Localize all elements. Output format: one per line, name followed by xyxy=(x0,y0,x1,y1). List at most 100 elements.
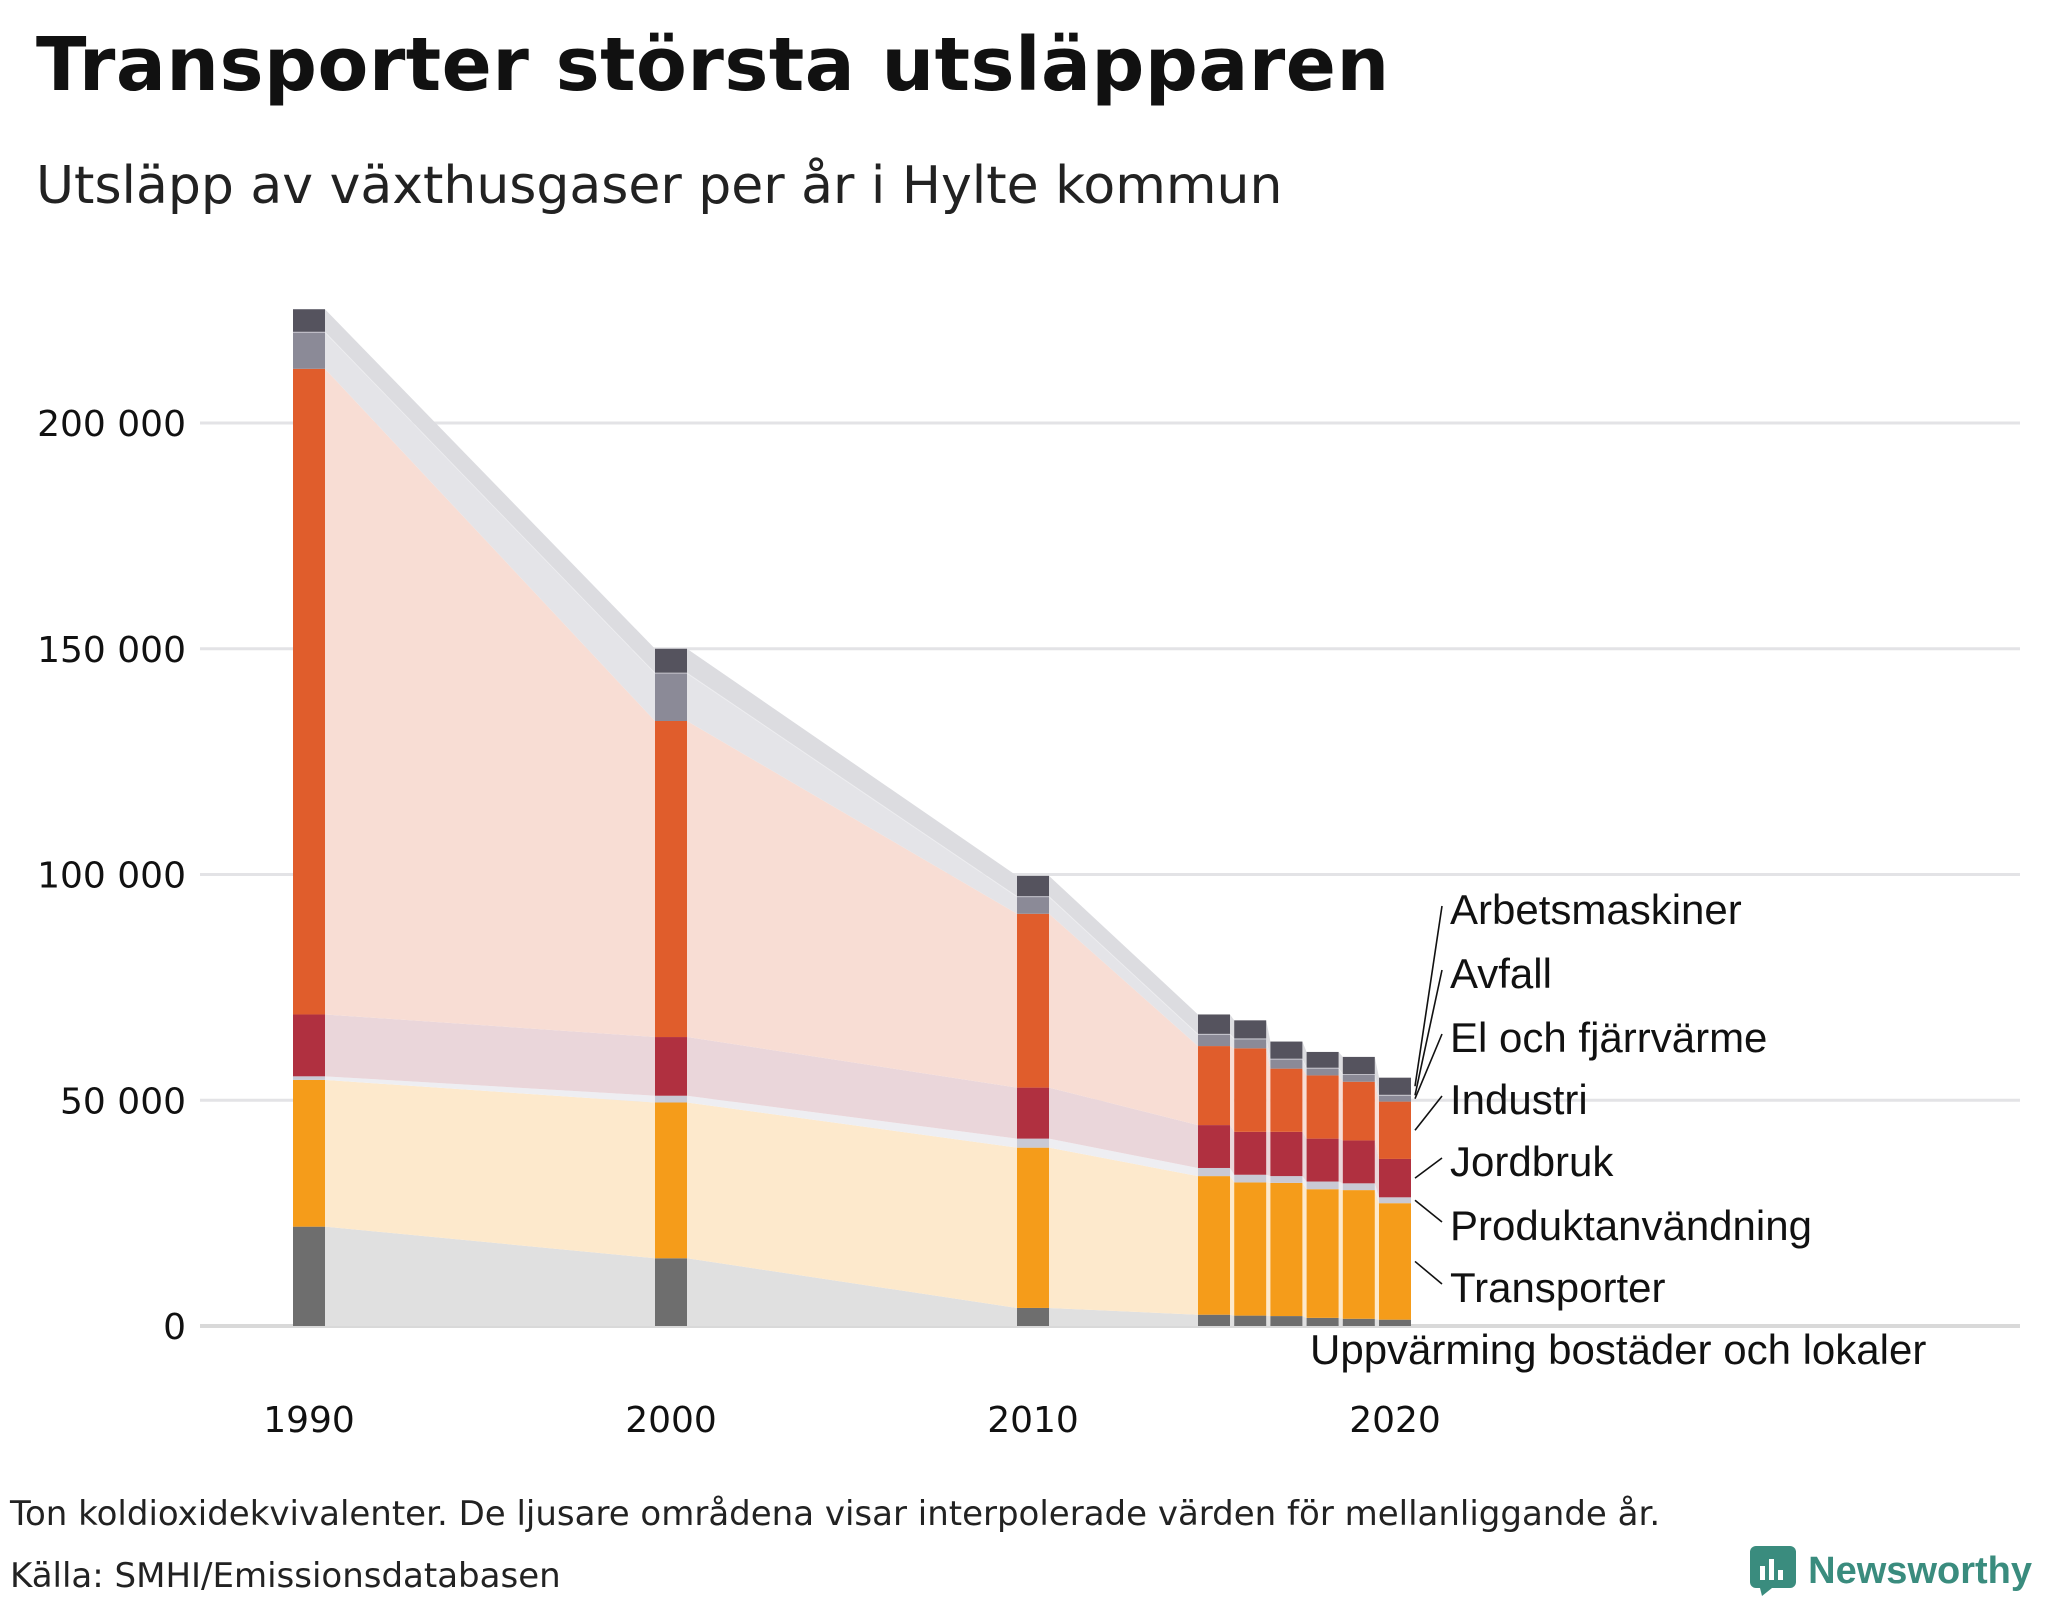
leader-line-5 xyxy=(1414,1157,1443,1179)
band-industri-2019 xyxy=(1374,1081,1379,1159)
band-industri-2018 xyxy=(1338,1075,1343,1141)
band-industri-2010 xyxy=(1049,913,1198,1126)
bar-segment-2020-3 xyxy=(1379,1197,1411,1204)
band-produktanvändning-2000 xyxy=(687,1095,1017,1148)
band-arbetsmaskiner-2019 xyxy=(1374,1056,1379,1095)
bar-segment-2016-7 xyxy=(1234,1038,1267,1040)
bar-segment-1990-3 xyxy=(293,1076,325,1080)
bar-segment-2016-4 xyxy=(1234,1131,1267,1175)
bar-segment-2017-5 xyxy=(1270,1068,1303,1132)
bar-segment-1990-5 xyxy=(293,368,325,1015)
bar-segment-2017-3 xyxy=(1270,1176,1303,1183)
brand-name: Newsworthy xyxy=(1808,1549,2032,1592)
bar-segment-2017-1 xyxy=(1270,1316,1303,1326)
bar-segment-2019-2 xyxy=(1342,1190,1375,1319)
series-label-3: El och fjärrvärme xyxy=(1450,1014,1767,1061)
band-arbetsmaskiner-1990 xyxy=(325,309,655,673)
bar-segment-2020-1 xyxy=(1379,1319,1411,1326)
leader-line-4 xyxy=(1414,1095,1443,1131)
newsworthy-logo[interactable]: Newsworthy xyxy=(1750,1546,2032,1596)
leader-line-7 xyxy=(1414,1260,1443,1285)
bar-segment-2019-6 xyxy=(1342,1074,1375,1082)
bar-segment-2017-8 xyxy=(1270,1041,1303,1059)
band-el-och-fjärrvärme-2010 xyxy=(1049,897,1198,1047)
bar-segment-2000-2 xyxy=(655,1102,687,1259)
band-industri-2015 xyxy=(1230,1046,1235,1132)
bar-segment-2010-5 xyxy=(1017,913,1049,1088)
bar-segment-2000-8 xyxy=(655,648,687,673)
bar-segment-1990-4 xyxy=(293,1014,325,1077)
bar-segment-2000-7 xyxy=(655,672,687,674)
bar-segment-2000-4 xyxy=(655,1037,687,1096)
bar-segment-2015-2 xyxy=(1198,1176,1230,1315)
band-el-och-fjärrvärme-2018 xyxy=(1338,1068,1343,1082)
bar-segment-2019-5 xyxy=(1342,1081,1375,1141)
band-transporter-2017 xyxy=(1302,1182,1307,1318)
bar-segment-2020-8 xyxy=(1379,1077,1411,1095)
bar-segment-2010-7 xyxy=(1017,896,1049,898)
band-avfall-2019 xyxy=(1374,1074,1379,1096)
band-industri-2016 xyxy=(1266,1048,1271,1132)
bar-segment-2019-3 xyxy=(1342,1183,1375,1191)
bar-segment-2018-5 xyxy=(1306,1075,1339,1139)
band-avfall-2000 xyxy=(687,672,1017,898)
bars xyxy=(293,309,1411,1326)
band-avfall-2018 xyxy=(1338,1067,1343,1075)
band-el-och-fjärrvärme-1990 xyxy=(325,332,655,721)
series-label-5: Jordbruk xyxy=(1450,1138,1614,1185)
band-jordbruk-2016 xyxy=(1266,1131,1271,1177)
bar-segment-2017-7 xyxy=(1270,1058,1303,1060)
band-el-och-fjärrvärme-2000 xyxy=(687,673,1017,914)
band-uppvärming-bostäder-och-lokaler-1990 xyxy=(325,1226,655,1326)
bar-segment-2000-1 xyxy=(655,1258,687,1326)
band-uppvärming-bostäder-och-lokaler-2015 xyxy=(1230,1314,1235,1326)
bar-segment-2020-5 xyxy=(1379,1101,1411,1159)
bar-segment-1990-6 xyxy=(293,332,325,369)
band-uppvärming-bostäder-och-lokaler-2010 xyxy=(1049,1307,1198,1326)
leader-line-6 xyxy=(1414,1199,1443,1223)
bar-segment-2015-3 xyxy=(1198,1167,1230,1177)
band-industri-1990 xyxy=(325,368,655,1038)
band-produktanvändning-2015 xyxy=(1230,1167,1235,1183)
bar-segment-2015-5 xyxy=(1198,1046,1230,1126)
band-avfall-2017 xyxy=(1302,1058,1307,1069)
bar-segment-2010-1 xyxy=(1017,1307,1049,1326)
bar-segment-2016-3 xyxy=(1234,1174,1267,1183)
band-jordbruk-2017 xyxy=(1302,1131,1307,1182)
bar-segment-1990-2 xyxy=(293,1079,325,1227)
bar-segment-2000-5 xyxy=(655,720,687,1038)
bar-segment-2018-8 xyxy=(1306,1051,1339,1068)
bar-segment-2016-1 xyxy=(1234,1315,1267,1326)
axis-labels: 0 50 000 100 000 150 000 200 000 1990 2000 2010… xyxy=(37,404,1441,1441)
series-label-1: Arbetsmaskiner xyxy=(1450,886,1742,933)
bar-segment-2010-8 xyxy=(1017,875,1049,897)
band-produktanvändning-2016 xyxy=(1266,1174,1271,1183)
bar-segment-2010-6 xyxy=(1017,897,1049,914)
leader-line-3 xyxy=(1414,1033,1443,1099)
series-label-2: Avfall xyxy=(1450,950,1552,997)
x-tick-label-2020: 2020 xyxy=(1349,1400,1441,1441)
bar-segment-2018-3 xyxy=(1306,1181,1339,1190)
band-jordbruk-2010 xyxy=(1049,1087,1198,1168)
leader-line-2 xyxy=(1414,969,1443,1096)
bar-segment-2018-6 xyxy=(1306,1068,1339,1076)
band-transporter-2010 xyxy=(1049,1147,1198,1315)
band-jordbruk-2019 xyxy=(1374,1140,1379,1198)
band-produktanvändning-2018 xyxy=(1338,1181,1343,1191)
band-industri-2000 xyxy=(687,720,1017,1088)
band-uppvärming-bostäder-och-lokaler-2016 xyxy=(1266,1315,1271,1326)
bar-segment-2020-7 xyxy=(1379,1094,1411,1096)
bar-segment-1990-8 xyxy=(293,309,325,332)
bar-segment-2018-2 xyxy=(1306,1189,1339,1318)
band-jordbruk-2015 xyxy=(1230,1125,1235,1175)
series-label-8: Uppvärming bostäder och lokaler xyxy=(1310,1326,1926,1373)
x-tick-label-2000: 2000 xyxy=(625,1400,717,1441)
y-tick-label-200000: 200 000 xyxy=(37,404,186,445)
bar-segment-2016-5 xyxy=(1234,1048,1267,1132)
series-label-7: Transporter xyxy=(1450,1264,1666,1311)
band-produktanvändning-1990 xyxy=(325,1076,655,1103)
band-el-och-fjärrvärme-2016 xyxy=(1266,1039,1271,1069)
series-label-4: Industri xyxy=(1450,1076,1588,1123)
band-transporter-2016 xyxy=(1266,1182,1271,1317)
